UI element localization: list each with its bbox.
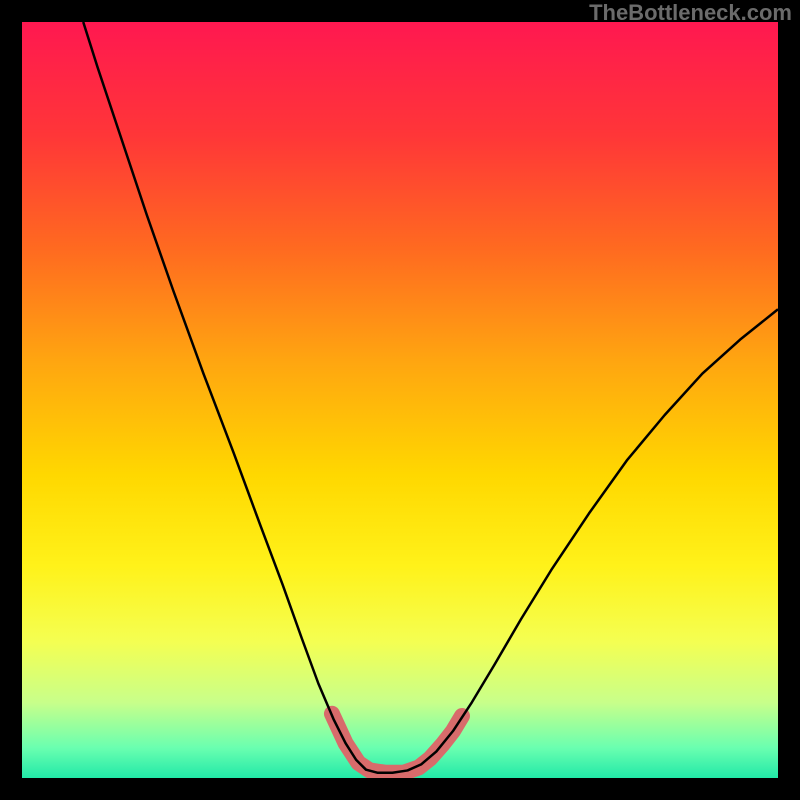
watermark-text: TheBottleneck.com — [589, 0, 792, 26]
plot-svg — [22, 22, 778, 778]
plot-area — [22, 22, 778, 778]
plot-background — [22, 22, 778, 778]
chart-root: TheBottleneck.com — [0, 0, 800, 800]
